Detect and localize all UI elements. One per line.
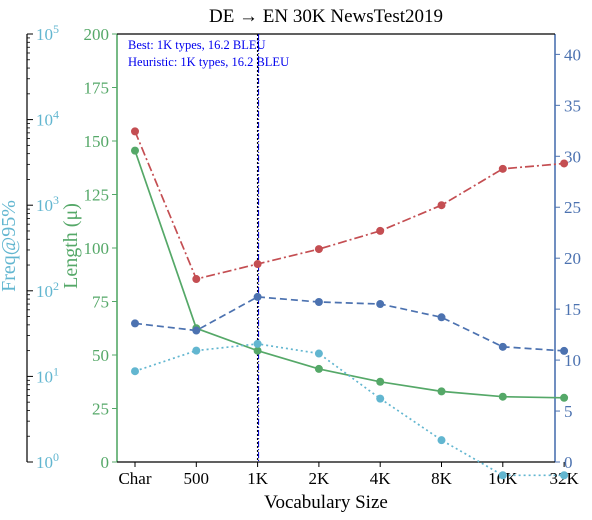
bleu-tick-label: 10 — [564, 351, 581, 370]
annotation-heuristic: Heuristic: 1K types, 16.2 BLEU — [128, 55, 289, 69]
data-point — [376, 377, 385, 386]
length-tick-label: 125 — [84, 186, 110, 205]
bleu-tick-label: 20 — [564, 249, 581, 268]
freq-axis-label: Freq@95% — [0, 200, 20, 292]
data-point — [560, 393, 569, 402]
chart-title: DE → EN 30K NewsTest2019 — [209, 6, 443, 27]
length-tick-label: 75 — [92, 293, 109, 312]
data-point — [498, 164, 507, 173]
freq-tick-label: 102 — [36, 279, 59, 301]
freq-tick-label: 105 — [36, 22, 59, 44]
data-point — [253, 260, 262, 269]
data-point — [131, 127, 139, 136]
series-line-length — [134, 150, 565, 399]
bleu-tick-label: 40 — [564, 45, 581, 64]
length-axis-label: Length (μ) — [60, 203, 82, 289]
data-point — [498, 342, 507, 351]
data-point — [376, 394, 385, 403]
data-point — [560, 346, 569, 355]
bleu-tick-label: 35 — [564, 96, 581, 115]
data-point — [560, 159, 569, 168]
data-point — [314, 298, 323, 307]
data-point — [253, 346, 262, 355]
freq-tick-label: 104 — [36, 108, 59, 130]
data-point — [437, 387, 446, 396]
bleu-tick-label: 5 — [564, 402, 573, 421]
x-tick-label: Char — [118, 469, 151, 488]
x-tick-label: 8K — [431, 469, 453, 488]
data-point — [131, 367, 139, 376]
x-tick-label: 500 — [184, 469, 210, 488]
length-tick-label: 0 — [101, 453, 110, 472]
series-line-length — [134, 131, 565, 280]
x-tick-label: 2K — [309, 469, 331, 488]
data-point — [192, 275, 201, 284]
data-point — [131, 319, 139, 328]
freq-tick-label: 103 — [36, 193, 59, 215]
data-point — [437, 313, 446, 322]
data-point — [437, 436, 446, 445]
data-point — [498, 392, 507, 401]
data-point — [192, 326, 201, 335]
data-point — [498, 471, 507, 480]
data-point — [314, 349, 323, 358]
data-point — [314, 245, 323, 254]
data-point — [314, 364, 323, 373]
data-point — [437, 201, 446, 210]
freq-tick-label: 101 — [36, 364, 59, 386]
length-tick-label: 175 — [84, 79, 110, 98]
bleu-tick-label: 0 — [564, 453, 573, 472]
length-tick-label: 100 — [84, 239, 110, 258]
x-axis-label: Vocabulary Size — [264, 492, 388, 513]
length-tick-label: 200 — [84, 25, 110, 44]
length-tick-label: 150 — [84, 132, 110, 151]
length-tick-label: 50 — [92, 346, 109, 365]
bleu-tick-label: 25 — [564, 198, 581, 217]
data-point — [376, 300, 385, 309]
data-point — [560, 471, 569, 480]
data-point — [131, 146, 139, 155]
x-tick-label: 4K — [370, 469, 392, 488]
data-point — [192, 346, 201, 355]
length-tick-label: 25 — [92, 400, 109, 419]
bleu-tick-label: 30 — [564, 147, 581, 166]
series-line-bleu — [134, 296, 565, 352]
series-line-freq — [134, 343, 565, 477]
data-point — [253, 292, 262, 301]
data-point — [253, 339, 262, 348]
freq-tick-label: 100 — [36, 450, 59, 472]
annotation-best: Best: 1K types, 16.2 BLEU — [128, 38, 266, 52]
data-point — [376, 226, 385, 235]
x-tick-label: 1K — [247, 469, 269, 488]
bleu-tick-label: 15 — [564, 300, 581, 319]
